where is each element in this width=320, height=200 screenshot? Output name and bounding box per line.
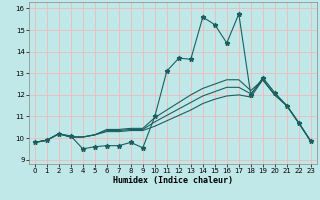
X-axis label: Humidex (Indice chaleur): Humidex (Indice chaleur) <box>113 176 233 185</box>
